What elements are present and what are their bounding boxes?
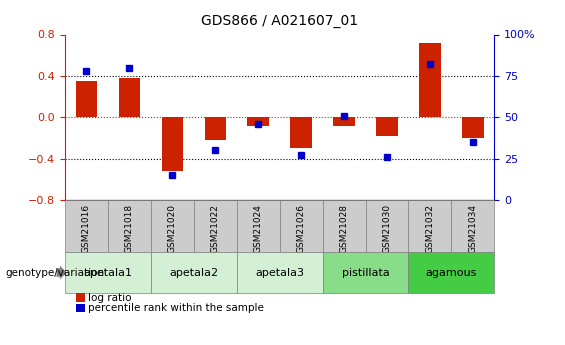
Text: GSM21030: GSM21030 [383,204,392,253]
Bar [408,200,451,252]
Bar [65,200,108,252]
Bar [194,200,237,252]
Text: agamous: agamous [426,268,477,277]
Text: GSM21034: GSM21034 [468,204,477,253]
Text: apetala3: apetala3 [255,268,304,277]
Bar [119,78,140,117]
Text: GSM21016: GSM21016 [82,204,91,253]
Bar [408,252,494,293]
Text: percentile rank within the sample: percentile rank within the sample [88,303,263,313]
Bar [108,200,151,252]
Bar [237,200,280,252]
Bar [462,117,484,138]
Bar [323,252,408,293]
Bar [290,117,312,148]
Bar [237,252,323,293]
Text: GSM21024: GSM21024 [254,204,263,253]
Text: pistillata: pistillata [342,268,389,277]
Text: GSM21028: GSM21028 [340,204,349,253]
Text: GSM21022: GSM21022 [211,204,220,253]
Bar [65,252,151,293]
Text: log ratio: log ratio [88,293,131,303]
Bar [280,200,323,252]
Bar [151,200,194,252]
Bar [247,117,269,126]
Bar [376,117,398,136]
Bar [76,81,97,117]
Bar [323,200,366,252]
Text: genotype/variation: genotype/variation [6,268,105,277]
Text: apetala2: apetala2 [170,268,218,277]
Bar [151,252,237,293]
Bar [366,200,408,252]
Text: GDS866 / A021607_01: GDS866 / A021607_01 [201,14,358,28]
Text: GSM21020: GSM21020 [168,204,177,253]
Text: GSM21018: GSM21018 [125,204,134,253]
Text: apetala1: apetala1 [84,268,132,277]
Bar [205,117,226,140]
Bar [419,43,441,117]
Bar [333,117,355,126]
Bar [162,117,183,171]
Text: GSM21026: GSM21026 [297,204,306,253]
Text: GSM21032: GSM21032 [425,204,434,253]
Bar [451,200,494,252]
